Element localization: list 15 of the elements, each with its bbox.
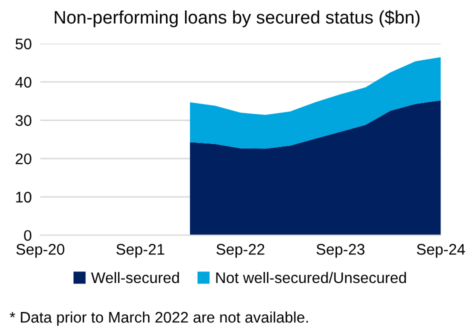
y-tick-label: 0 xyxy=(24,230,32,241)
y-tick-label: 20 xyxy=(16,153,32,164)
x-tick-label: Sep-22 xyxy=(216,244,264,258)
y-tick-label: 30 xyxy=(16,115,32,126)
x-tick-label: Sep-21 xyxy=(116,244,164,258)
y-tick-label: 40 xyxy=(15,76,32,88)
y-tick-label: 50 xyxy=(16,38,32,50)
x-tick-label: Sep-20 xyxy=(16,244,64,258)
x-tick-label: Sep-24 xyxy=(416,244,466,258)
x-tick-label: Sep-23 xyxy=(316,244,364,258)
chart-title: Non-performing loans by secured status ($bn) xyxy=(54,10,420,28)
y-tick-label: 10 xyxy=(16,192,32,203)
legend-label: Not well-secured/Unsecured xyxy=(216,272,406,284)
legend-label: Well-secured xyxy=(91,272,179,284)
text: * Data prior to March 2022 are not available. xyxy=(10,311,308,326)
